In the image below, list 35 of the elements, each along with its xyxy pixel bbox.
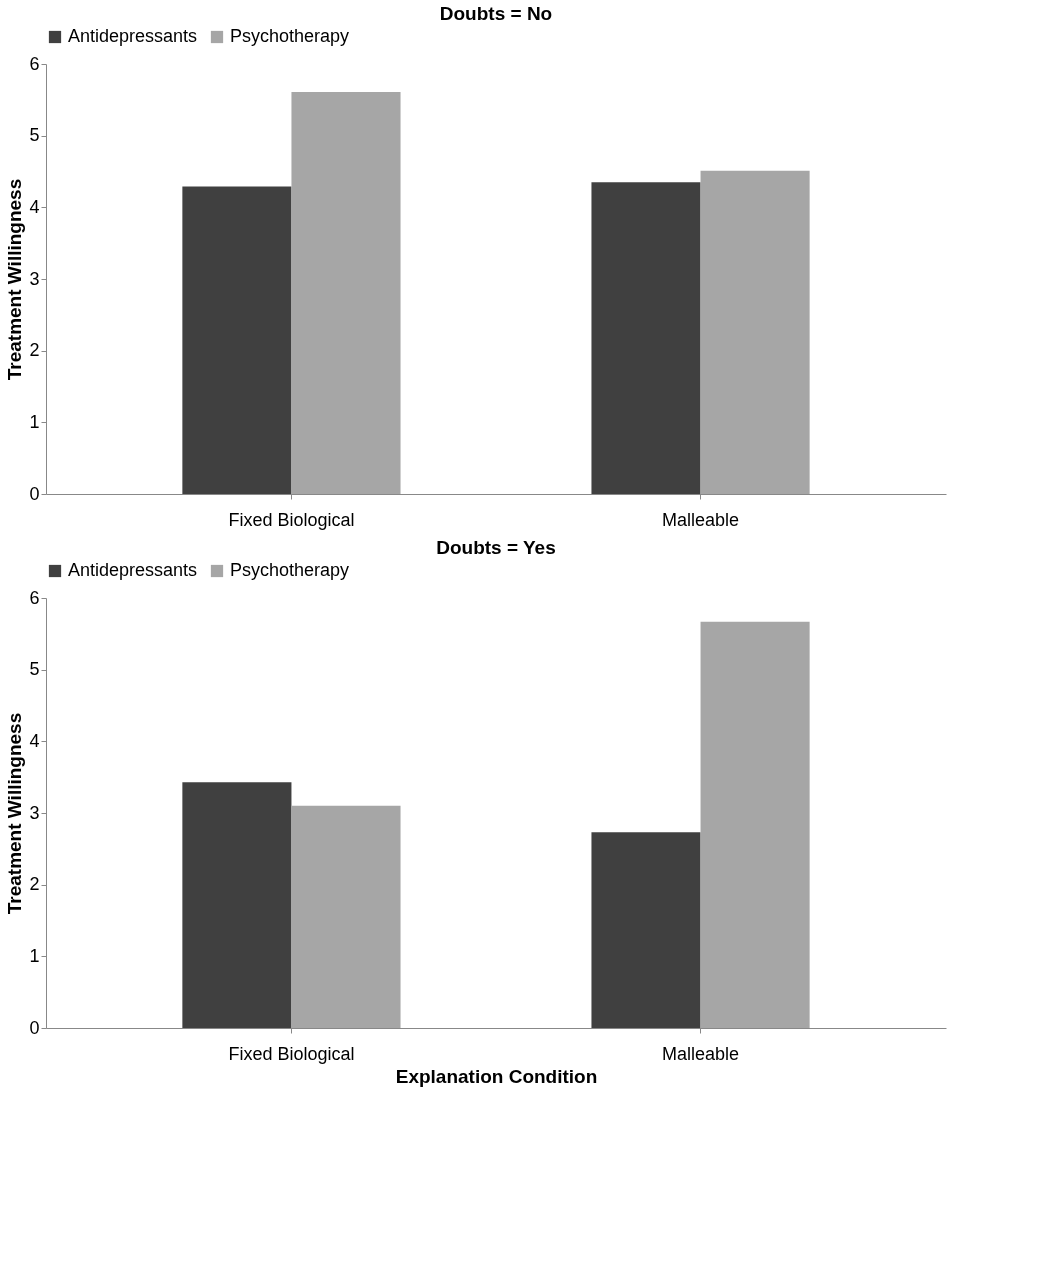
- x-tick-label: Fixed Biological: [228, 1043, 355, 1064]
- x-axis-title: Explanation Condition: [395, 1065, 598, 1087]
- bar: [700, 170, 810, 494]
- y-tick-label: 5: [29, 659, 40, 680]
- legend-label: Psychotherapy: [230, 560, 350, 580]
- y-tick-label: 2: [29, 340, 40, 361]
- bar: [291, 805, 401, 1028]
- legend-label: Antidepressants: [68, 560, 198, 580]
- x-tick-label: Malleable: [662, 1043, 740, 1064]
- y-tick-label: 6: [29, 587, 40, 608]
- y-tick-label: 4: [29, 196, 40, 217]
- y-tick-label: 0: [29, 1017, 40, 1038]
- y-tick-label: 5: [29, 125, 40, 146]
- bar: [700, 621, 810, 1028]
- chart-title: Doubts = No: [439, 3, 553, 24]
- x-tick-label: Malleable: [662, 509, 740, 530]
- x-tick-label: Fixed Biological: [228, 509, 355, 530]
- y-tick-label: 3: [29, 802, 40, 823]
- bar: [591, 832, 701, 1028]
- chart-title: Doubts = Yes: [436, 537, 556, 558]
- bar: [182, 186, 292, 494]
- y-axis-title: Treatment Willingness: [4, 178, 26, 381]
- bar: [591, 182, 701, 494]
- y-tick-label: 2: [29, 874, 40, 895]
- legend-label: Antidepressants: [68, 26, 198, 46]
- bar: [182, 782, 292, 1028]
- y-tick-label: 6: [29, 53, 40, 74]
- y-tick-label: 4: [29, 730, 40, 751]
- bar: [291, 91, 401, 494]
- legend-label: Psychotherapy: [230, 26, 350, 46]
- y-axis-title: Treatment Willingness: [4, 712, 26, 915]
- y-tick-label: 1: [29, 411, 40, 432]
- y-tick-label: 1: [29, 945, 40, 966]
- y-tick-label: 3: [29, 268, 40, 289]
- y-tick-label: 0: [29, 483, 40, 504]
